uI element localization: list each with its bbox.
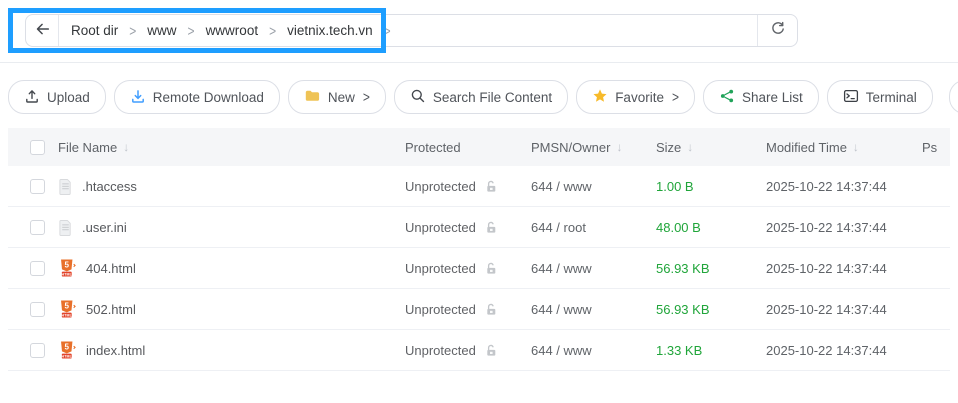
breadcrumb-separator-icon: > bbox=[383, 21, 391, 40]
table-row[interactable]: 5 HTML index.html Unprotected 644 / www … bbox=[8, 330, 950, 371]
protected-label: Unprotected bbox=[405, 301, 476, 317]
sort-arrow-icon[interactable]: ↓ bbox=[687, 140, 694, 154]
breadcrumb-item[interactable]: Root dir bbox=[71, 23, 119, 38]
sort-arrow-icon[interactable]: ↓ bbox=[616, 140, 623, 154]
refresh-icon bbox=[770, 21, 786, 40]
pmsn-owner: 644 / www bbox=[531, 342, 592, 358]
column-header-size[interactable]: Size bbox=[656, 139, 682, 155]
row-checkbox[interactable] bbox=[30, 219, 45, 235]
breadcrumb-item[interactable]: vietnix.tech.vn bbox=[287, 23, 373, 38]
pmsn-owner: 644 / www bbox=[531, 178, 592, 194]
pmsn-owner: 644 / www bbox=[531, 301, 592, 317]
unlock-icon[interactable] bbox=[484, 179, 498, 193]
row-checkbox[interactable] bbox=[30, 260, 45, 276]
file-table: File Name ↓ Protected PMSN/Owner ↓ Size … bbox=[8, 128, 950, 371]
select-all-checkbox[interactable] bbox=[30, 139, 45, 155]
search-icon bbox=[410, 88, 426, 107]
breadcrumb-item[interactable]: www bbox=[147, 23, 177, 38]
column-header-ps: Ps bbox=[922, 139, 938, 155]
pmsn-owner: 644 / root bbox=[531, 219, 586, 235]
action-toolbar: Upload Remote Download New > Search File… bbox=[0, 63, 958, 114]
path-toolbar: Root dir > www > wwwroot > vietnix.tech.vn > bbox=[0, 0, 958, 63]
file-size-link[interactable]: 56.93 KB bbox=[656, 301, 710, 317]
terminal-icon bbox=[843, 88, 859, 107]
path-bar: Root dir > www > wwwroot > vietnix.tech.vn > bbox=[25, 14, 798, 47]
html-file-icon: 5 HTML bbox=[58, 258, 77, 278]
file-name[interactable]: index.html bbox=[86, 342, 146, 358]
html-file-icon: 5 HTML bbox=[58, 299, 77, 319]
file-name[interactable]: .user.ini bbox=[82, 219, 127, 235]
file-table-header: File Name ↓ Protected PMSN/Owner ↓ Size … bbox=[8, 128, 950, 166]
favorite-button[interactable]: Favorite > bbox=[576, 80, 695, 114]
unlock-icon[interactable] bbox=[484, 343, 498, 357]
refresh-button[interactable] bbox=[757, 15, 797, 46]
sort-arrow-icon[interactable]: ↓ bbox=[123, 140, 130, 154]
table-row[interactable]: 5 HTML 502.html Unprotected 644 / www 56… bbox=[8, 289, 950, 330]
table-row[interactable]: 5 HTML .htaccess Unprotected 644 / www 1… bbox=[8, 166, 950, 207]
file-table-body: 5 HTML .htaccess Unprotected 644 / www 1… bbox=[8, 166, 950, 371]
download-icon bbox=[130, 88, 146, 107]
chevron-right-icon: > bbox=[671, 88, 679, 106]
protected-label: Unprotected bbox=[405, 260, 476, 276]
share-list-button[interactable]: Share List bbox=[702, 80, 819, 114]
row-checkbox[interactable] bbox=[30, 178, 45, 194]
star-icon bbox=[592, 88, 608, 107]
svg-text:HTML: HTML bbox=[61, 354, 72, 358]
breadcrumb-separator-icon: > bbox=[187, 21, 195, 40]
column-header-file-name[interactable]: File Name bbox=[58, 139, 118, 155]
protected-label: Unprotected bbox=[405, 178, 476, 194]
file-size-link[interactable]: 56.93 KB bbox=[656, 260, 710, 276]
file-name[interactable]: .htaccess bbox=[82, 178, 137, 194]
column-header-pmsn-owner[interactable]: PMSN/Owner bbox=[531, 139, 611, 155]
svg-text:5: 5 bbox=[64, 261, 69, 270]
svg-text:HTML: HTML bbox=[61, 313, 72, 317]
modified-time: 2025-10-22 14:37:44 bbox=[766, 301, 887, 317]
back-button[interactable] bbox=[26, 15, 59, 46]
modified-time: 2025-10-22 14:37:44 bbox=[766, 342, 887, 358]
remote-download-button[interactable]: Remote Download bbox=[113, 80, 280, 114]
arrow-left-icon bbox=[34, 21, 51, 40]
unlock-icon[interactable] bbox=[484, 220, 498, 234]
table-row[interactable]: 5 HTML 404.html Unprotected 644 / www 56… bbox=[8, 248, 950, 289]
file-name[interactable]: 404.html bbox=[86, 260, 136, 276]
root-dir-button[interactable]: Root dir bbox=[948, 80, 958, 114]
svg-text:5: 5 bbox=[64, 302, 69, 311]
column-header-protected: Protected bbox=[405, 139, 461, 155]
html-file-icon: 5 HTML bbox=[58, 340, 77, 360]
search-file-content-button[interactable]: Search File Content bbox=[393, 80, 569, 114]
column-header-modified-time[interactable]: Modified Time bbox=[766, 139, 847, 155]
modified-time: 2025-10-22 14:37:44 bbox=[766, 219, 887, 235]
share-icon bbox=[719, 88, 735, 107]
chevron-right-icon: > bbox=[362, 88, 370, 106]
unlock-icon[interactable] bbox=[484, 261, 498, 275]
file-generic-icon bbox=[58, 178, 73, 195]
new-button[interactable]: New > bbox=[287, 80, 386, 114]
file-name[interactable]: 502.html bbox=[86, 301, 136, 317]
upload-button[interactable]: Upload bbox=[8, 80, 106, 114]
svg-text:HTML: HTML bbox=[61, 272, 72, 276]
file-generic-icon bbox=[58, 219, 73, 236]
row-checkbox[interactable] bbox=[30, 301, 45, 317]
breadcrumb-separator-icon: > bbox=[129, 21, 137, 40]
svg-text:5: 5 bbox=[64, 343, 69, 352]
sort-arrow-icon[interactable]: ↓ bbox=[852, 140, 859, 154]
file-size-link[interactable]: 1.33 KB bbox=[656, 342, 703, 358]
breadcrumb-separator-icon: > bbox=[269, 21, 277, 40]
table-row[interactable]: 5 HTML .user.ini Unprotected 644 / root … bbox=[8, 207, 950, 248]
protected-label: Unprotected bbox=[405, 219, 476, 235]
modified-time: 2025-10-22 14:37:44 bbox=[766, 178, 887, 194]
row-checkbox[interactable] bbox=[30, 342, 45, 358]
file-size-link[interactable]: 48.00 B bbox=[656, 219, 701, 235]
protected-label: Unprotected bbox=[405, 342, 476, 358]
breadcrumb: Root dir > www > wwwroot > vietnix.tech.vn > bbox=[59, 15, 403, 46]
folder-icon bbox=[304, 88, 321, 106]
breadcrumb-item[interactable]: wwwroot bbox=[205, 23, 259, 38]
file-size-link[interactable]: 1.00 B bbox=[656, 178, 694, 194]
pmsn-owner: 644 / www bbox=[531, 260, 592, 276]
upload-icon bbox=[24, 88, 40, 107]
modified-time: 2025-10-22 14:37:44 bbox=[766, 260, 887, 276]
unlock-icon[interactable] bbox=[484, 302, 498, 316]
terminal-button[interactable]: Terminal bbox=[826, 80, 933, 114]
